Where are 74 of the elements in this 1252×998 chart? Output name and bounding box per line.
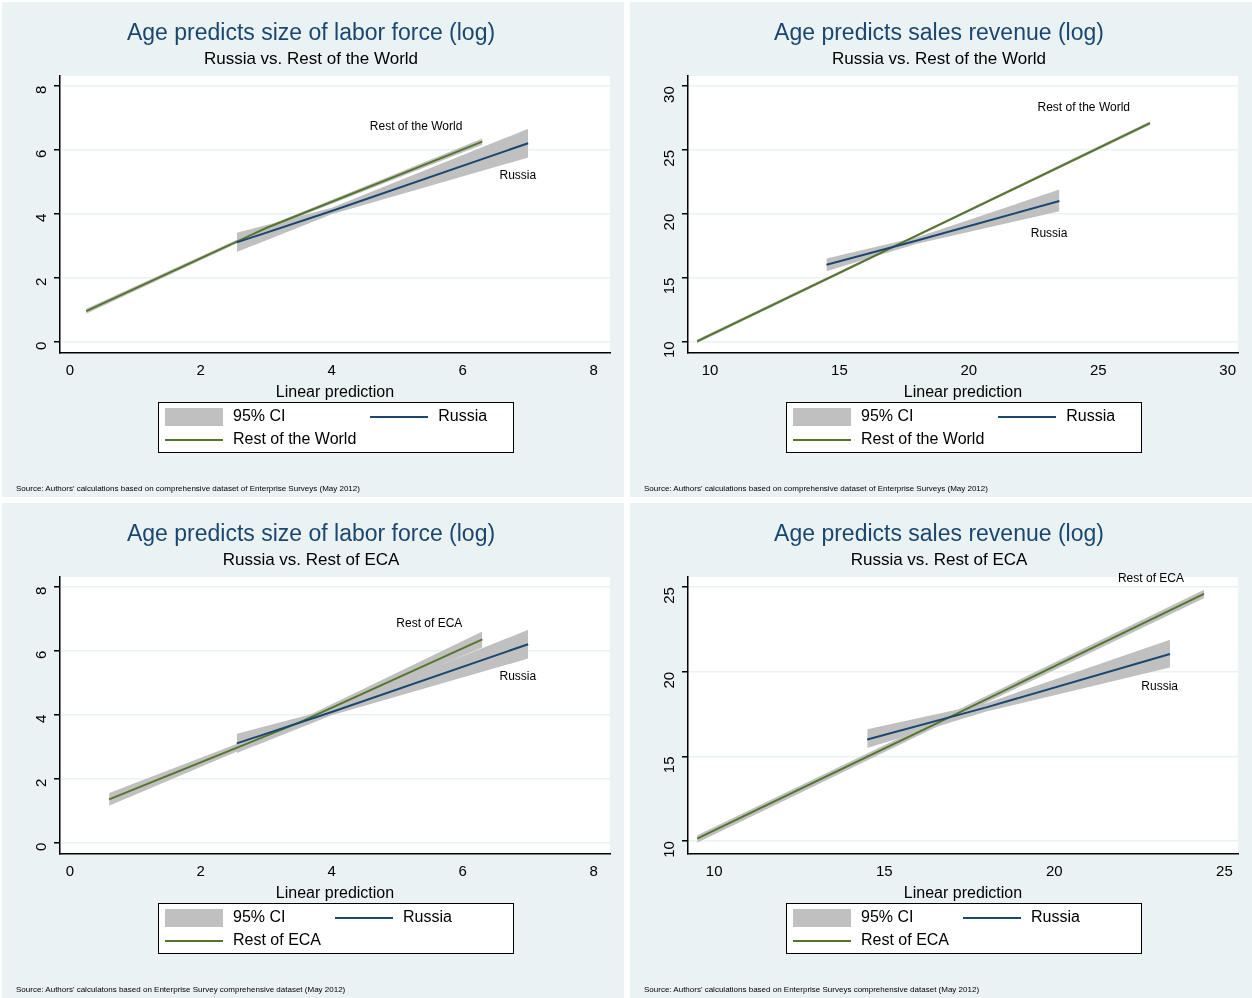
- legend-label: Russia: [403, 908, 452, 925]
- y-tick-label: 15: [660, 277, 678, 295]
- y-tick-label: 0: [32, 341, 50, 350]
- x-tick-label: 6: [458, 861, 467, 879]
- y-tick-label: 10: [660, 841, 678, 858]
- source-note: Source: Authors' calculations based on comprehensive dataset of Enterprise Surveys (May 2012): [16, 484, 360, 493]
- legend-label: Russia: [1031, 908, 1080, 925]
- x-tick-label: 20: [960, 360, 978, 378]
- text: Russia: [1030, 226, 1068, 241]
- chart-title: Age predicts sales revenue (log): [774, 19, 1104, 46]
- x-axis-title: Linear prediction: [275, 382, 395, 400]
- legend-label: Russia: [438, 407, 488, 424]
- x-tick-label: 30: [1219, 360, 1236, 378]
- legend-label: Russia: [1066, 407, 1116, 424]
- x-tick-label: 15: [831, 360, 848, 378]
- text: 95% CI: [233, 908, 286, 925]
- text: Rest of ECA: [1117, 570, 1184, 585]
- y-tick-label: 8: [32, 85, 50, 94]
- y-tick-label: 25: [660, 149, 678, 167]
- y-tick-label: 4: [32, 714, 50, 723]
- legend-label: Rest of ECA: [861, 930, 950, 948]
- chart-subtitle: Russia vs. Rest of ECA: [222, 550, 400, 570]
- chart-title: Age predicts size of labor force (log): [126, 520, 496, 547]
- text: 95% CI: [861, 908, 914, 925]
- text: Russia: [499, 669, 537, 684]
- chart-title: Age predicts sales revenue (log): [774, 520, 1104, 547]
- chart-subtitle: Russia vs. Rest of the World: [831, 49, 1047, 69]
- y-tick-label: 15: [660, 756, 678, 774]
- x-tick-label: 2: [196, 360, 205, 378]
- text: 95% CI: [233, 407, 286, 424]
- text: Rest of the World: [369, 118, 463, 133]
- text: Rest of ECA: [396, 616, 463, 631]
- x-axis-title: Linear prediction: [275, 883, 395, 901]
- x-tick-label: 20: [1045, 861, 1063, 879]
- legend-label: Rest of the World: [233, 429, 357, 447]
- chart-subtitle: Russia vs. Rest of ECA: [850, 550, 1028, 570]
- y-tick-label: 30: [660, 86, 678, 103]
- text: 95% CI: [861, 407, 914, 424]
- y-tick-label: 10: [660, 341, 678, 359]
- source-note: Source: Authors' calculations based on Enterprise Surveys comprehensive dataset (May 2012): [644, 985, 980, 994]
- legend-label: Rest of ECA: [233, 930, 322, 948]
- x-tick-label: 4: [327, 861, 336, 879]
- y-tick-label: 25: [660, 587, 678, 604]
- chart-subtitle: Russia vs. Rest of the World: [203, 49, 419, 69]
- y-tick-label: 6: [32, 149, 50, 158]
- x-tick-label: 25: [1216, 861, 1233, 879]
- source-note: Source: Authors' calculations based on comprehensive dataset of Enterprise Surveys (May 2012): [644, 484, 988, 493]
- x-tick-label: 4: [327, 360, 336, 378]
- y-tick-label: 2: [32, 778, 50, 787]
- y-tick-label: 2: [32, 277, 50, 286]
- x-tick-label: 8: [589, 861, 598, 879]
- x-axis-title: Linear prediction: [903, 883, 1023, 901]
- text: Rest of the World: [1037, 100, 1130, 115]
- source-note: Source: Authors' calculatons based on Enterprise Survey comprehensive dataset (May 2012): [16, 985, 346, 994]
- x-axis-title: Linear prediction: [903, 382, 1023, 400]
- y-tick-label: 8: [32, 586, 50, 595]
- x-tick-label: 10: [701, 360, 719, 378]
- y-tick-label: 0: [32, 842, 50, 851]
- x-tick-label: 10: [705, 861, 723, 879]
- chart-title: Age predicts size of labor force (log): [126, 19, 496, 46]
- legend-label: Rest of the World: [861, 429, 985, 447]
- x-tick-label: 25: [1089, 360, 1107, 378]
- text: Russia: [499, 168, 537, 183]
- x-tick-label: 15: [875, 861, 893, 879]
- text: Russia: [1141, 679, 1178, 694]
- x-tick-label: 0: [65, 360, 74, 378]
- x-tick-label: 0: [65, 861, 74, 879]
- y-tick-label: 4: [32, 213, 50, 222]
- x-tick-label: 6: [458, 360, 467, 378]
- y-tick-label: 20: [660, 671, 678, 689]
- y-tick-label: 6: [32, 650, 50, 659]
- x-tick-label: 8: [589, 360, 598, 378]
- x-tick-label: 2: [196, 861, 205, 879]
- y-tick-label: 20: [660, 213, 678, 231]
